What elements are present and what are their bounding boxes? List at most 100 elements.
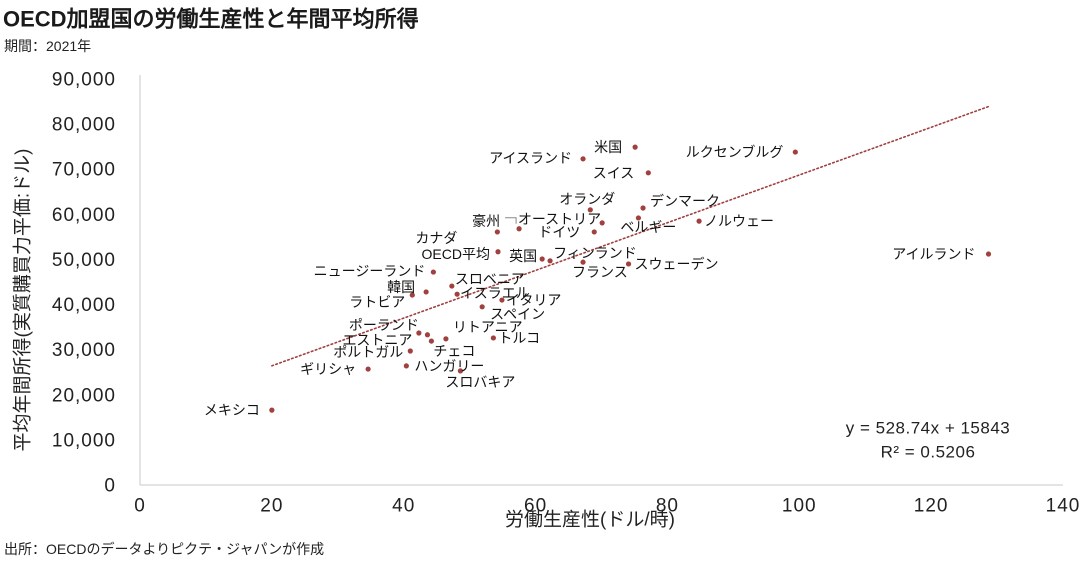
x-tick-label: 20 [260, 496, 283, 517]
point-label: スペイン [490, 306, 545, 322]
x-axis-title: 労働生産性(ドル/時) [505, 509, 675, 531]
point-label: 米国 [594, 139, 622, 155]
data-point [454, 291, 460, 297]
data-point [632, 144, 638, 150]
y-tick-label: 30,000 [52, 340, 116, 361]
point-label: イタリア [506, 292, 561, 308]
data-point [516, 226, 522, 232]
y-tick-label: 40,000 [52, 295, 116, 316]
y-tick-label: 70,000 [52, 160, 116, 181]
point-label: オーストリア [518, 211, 601, 227]
data-point [599, 220, 605, 226]
point-label: ノルウェー [704, 213, 774, 229]
data-point [591, 229, 597, 235]
x-tick-label: 100 [782, 496, 817, 517]
point-label: ニュージーランド [314, 263, 426, 279]
data-point [269, 407, 275, 413]
source-note: 出所：OECDのデータよりピクテ・ジャパンが作成 [4, 541, 324, 557]
x-tick-label: 80 [656, 496, 679, 517]
data-point [443, 336, 449, 342]
point-label: イスラエル [460, 285, 530, 301]
data-point [407, 348, 413, 354]
point-label: アイスランド [489, 150, 572, 166]
data-point [495, 249, 501, 255]
point-label: トルコ [498, 330, 540, 346]
data-point [457, 368, 464, 374]
y-tick-label: 80,000 [52, 115, 116, 136]
y-tick-label: 90,000 [52, 70, 116, 91]
y-tick-label: 60,000 [52, 205, 116, 226]
x-tick-label: 140 [1046, 496, 1081, 517]
x-tick-label: 120 [914, 496, 949, 517]
point-label: ハンガリー [414, 358, 484, 374]
point-label: オランダ [559, 191, 615, 207]
trendline-equation: y = 528.74x + 15843 [846, 419, 1011, 438]
trendline [271, 105, 990, 367]
tick-labels: 0 20 40 60 80 100 120 140 0 10,000 20,000 30,000 40,… [52, 70, 1081, 517]
data-point [409, 292, 415, 298]
data-point [696, 218, 702, 224]
data-point [640, 205, 646, 211]
data-point [645, 170, 651, 176]
data-point [587, 207, 593, 213]
point-label: チェコ [433, 343, 475, 359]
data-point [580, 259, 586, 265]
point-label: ドイツ [538, 224, 580, 240]
chart-subtitle: 期間：2021年 [4, 38, 91, 54]
data-point [423, 289, 429, 295]
y-tick-label: 20,000 [52, 385, 116, 406]
data-point [635, 215, 642, 221]
chart-title: OECD加盟国の労働生産性と年間平均所得 [3, 7, 419, 32]
data-point [499, 297, 505, 303]
data-point [547, 258, 553, 264]
point-label: ラトビア [349, 294, 405, 310]
data-point [416, 330, 422, 336]
point-label: フィンランド [553, 245, 637, 261]
point-label: フランス [572, 264, 628, 280]
point-label: ポーランド [349, 317, 419, 333]
data-point [792, 149, 798, 155]
data-point [430, 269, 436, 275]
x-tick-label: 40 [392, 496, 415, 517]
data-point [539, 256, 545, 262]
point-label: 英国 [509, 248, 537, 264]
point-label: スロバキア [445, 374, 515, 390]
point-label: ギリシャ [300, 361, 356, 377]
data-point [479, 304, 485, 310]
data-point [365, 366, 371, 372]
point-label: ルクセンブルグ [686, 144, 784, 160]
y-tick-label: 0 [104, 476, 116, 497]
data-point [494, 229, 500, 235]
point-label: ベルギー [620, 219, 676, 235]
point-label: ポルトガル [333, 344, 403, 360]
data-point [580, 156, 586, 162]
y-tick-label: 10,000 [52, 430, 116, 451]
data-point [424, 332, 431, 338]
data-point [428, 338, 435, 344]
point-label: スウェーデン [635, 256, 719, 272]
point-label: 豪州 [472, 213, 500, 229]
x-tick-label: 0 [134, 496, 146, 517]
x-tick-label: 60 [524, 496, 547, 517]
point-label: デンマーク [650, 193, 720, 209]
point-label: OECD平均 [422, 246, 490, 262]
point-label: スロベニア [455, 271, 525, 287]
r-squared: R² = 0.5206 [881, 443, 976, 462]
label-leader-line [505, 217, 517, 224]
y-axis-title: 平均年間所得(実質購買力平価:ドル) [12, 149, 34, 452]
point-label: カナダ [415, 230, 457, 246]
data-point [403, 363, 409, 369]
point-label: メキシコ [204, 402, 260, 418]
point-label: エストニア [342, 332, 412, 348]
y-tick-label: 50,000 [52, 250, 116, 271]
point-label: スイス [593, 165, 635, 181]
data-points [269, 144, 992, 413]
axes [139, 75, 1063, 486]
data-point [985, 251, 992, 257]
point-label: リトアニア [453, 319, 523, 335]
data-point [625, 261, 632, 267]
point-label: アイルランド [892, 246, 975, 262]
data-point [490, 335, 496, 341]
